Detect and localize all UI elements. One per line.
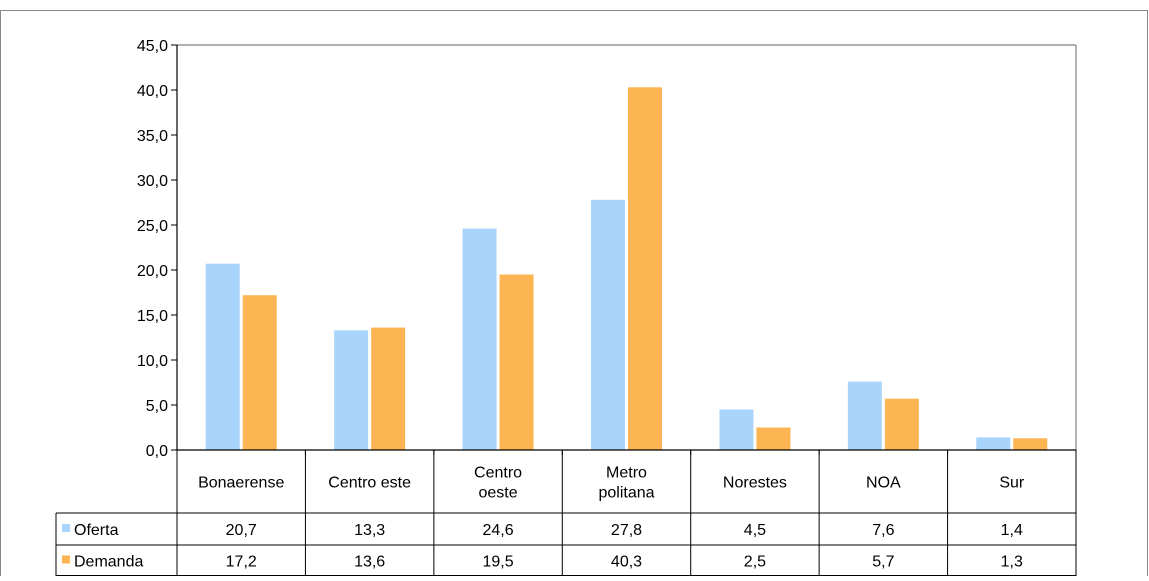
bar-oferta (719, 409, 754, 450)
bar-oferta (847, 381, 882, 450)
category-label: Sur (999, 475, 1025, 492)
data-label: 1,3 (1001, 554, 1023, 571)
legend-key-demanda (62, 555, 70, 564)
y-tick-label: 15,0 (137, 308, 168, 325)
data-table: Bonaerense Centro este Centro oeste Metro pol… (55, 450, 1077, 576)
category-label: NOA (866, 475, 901, 492)
data-label: 7,6 (872, 522, 894, 539)
category-label: Metro (606, 465, 647, 482)
data-label: 2,5 (744, 554, 766, 571)
y-tick-label: 25,0 (137, 218, 168, 235)
legend-label: Demanda (74, 554, 143, 571)
category-label: Norestes (723, 475, 787, 492)
bar-demanda (628, 87, 662, 451)
category-label: Centro este (328, 475, 411, 492)
category-label: oeste (479, 485, 518, 502)
data-label: 13,6 (354, 554, 385, 571)
bar-oferta (205, 263, 240, 450)
legend-key-oferta (62, 524, 70, 532)
bar-demanda (1013, 438, 1048, 450)
plot-frame (176, 44, 1077, 455)
bar-demanda (884, 398, 919, 450)
data-label: 13,3 (354, 522, 385, 539)
y-axis: 0,0 5,0 10,0 15,0 20,0 25,0 30,0 35,0 40,0 45,0 (137, 38, 177, 460)
data-label: 5,7 (872, 554, 894, 571)
y-tick-label: 10,0 (137, 353, 168, 370)
bar-oferta (334, 330, 369, 450)
y-tick-label: 45,0 (137, 38, 168, 55)
y-tick-label: 35,0 (137, 128, 168, 145)
bar-demanda (242, 295, 277, 450)
y-tick-label: 40,0 (137, 83, 168, 100)
bar-demanda (371, 327, 406, 450)
data-label: 19,5 (483, 554, 514, 571)
data-label: 4,5 (744, 522, 766, 539)
data-label: 20,7 (226, 522, 257, 539)
data-label: 1,4 (1001, 522, 1023, 539)
y-tick-label: 20,0 (137, 263, 168, 280)
bar-demanda (499, 274, 534, 450)
category-label: politana (598, 485, 654, 502)
data-label: 27,8 (611, 522, 642, 539)
bar-oferta (591, 199, 625, 450)
outer-border (0, 10, 1148, 581)
bars (205, 87, 1048, 451)
y-tick-label: 0,0 (146, 443, 168, 460)
category-label: Centro (474, 465, 522, 482)
bar-demanda (756, 427, 791, 450)
y-tick-label: 30,0 (137, 173, 168, 190)
legend-label: Oferta (74, 522, 119, 539)
bar-oferta (976, 437, 1011, 450)
data-label: 24,6 (483, 522, 514, 539)
data-label: 40,3 (611, 554, 642, 571)
bar-oferta (462, 228, 497, 450)
category-label: Bonaerense (198, 475, 284, 492)
data-label: 17,2 (226, 554, 257, 571)
y-tick-label: 5,0 (146, 398, 168, 415)
